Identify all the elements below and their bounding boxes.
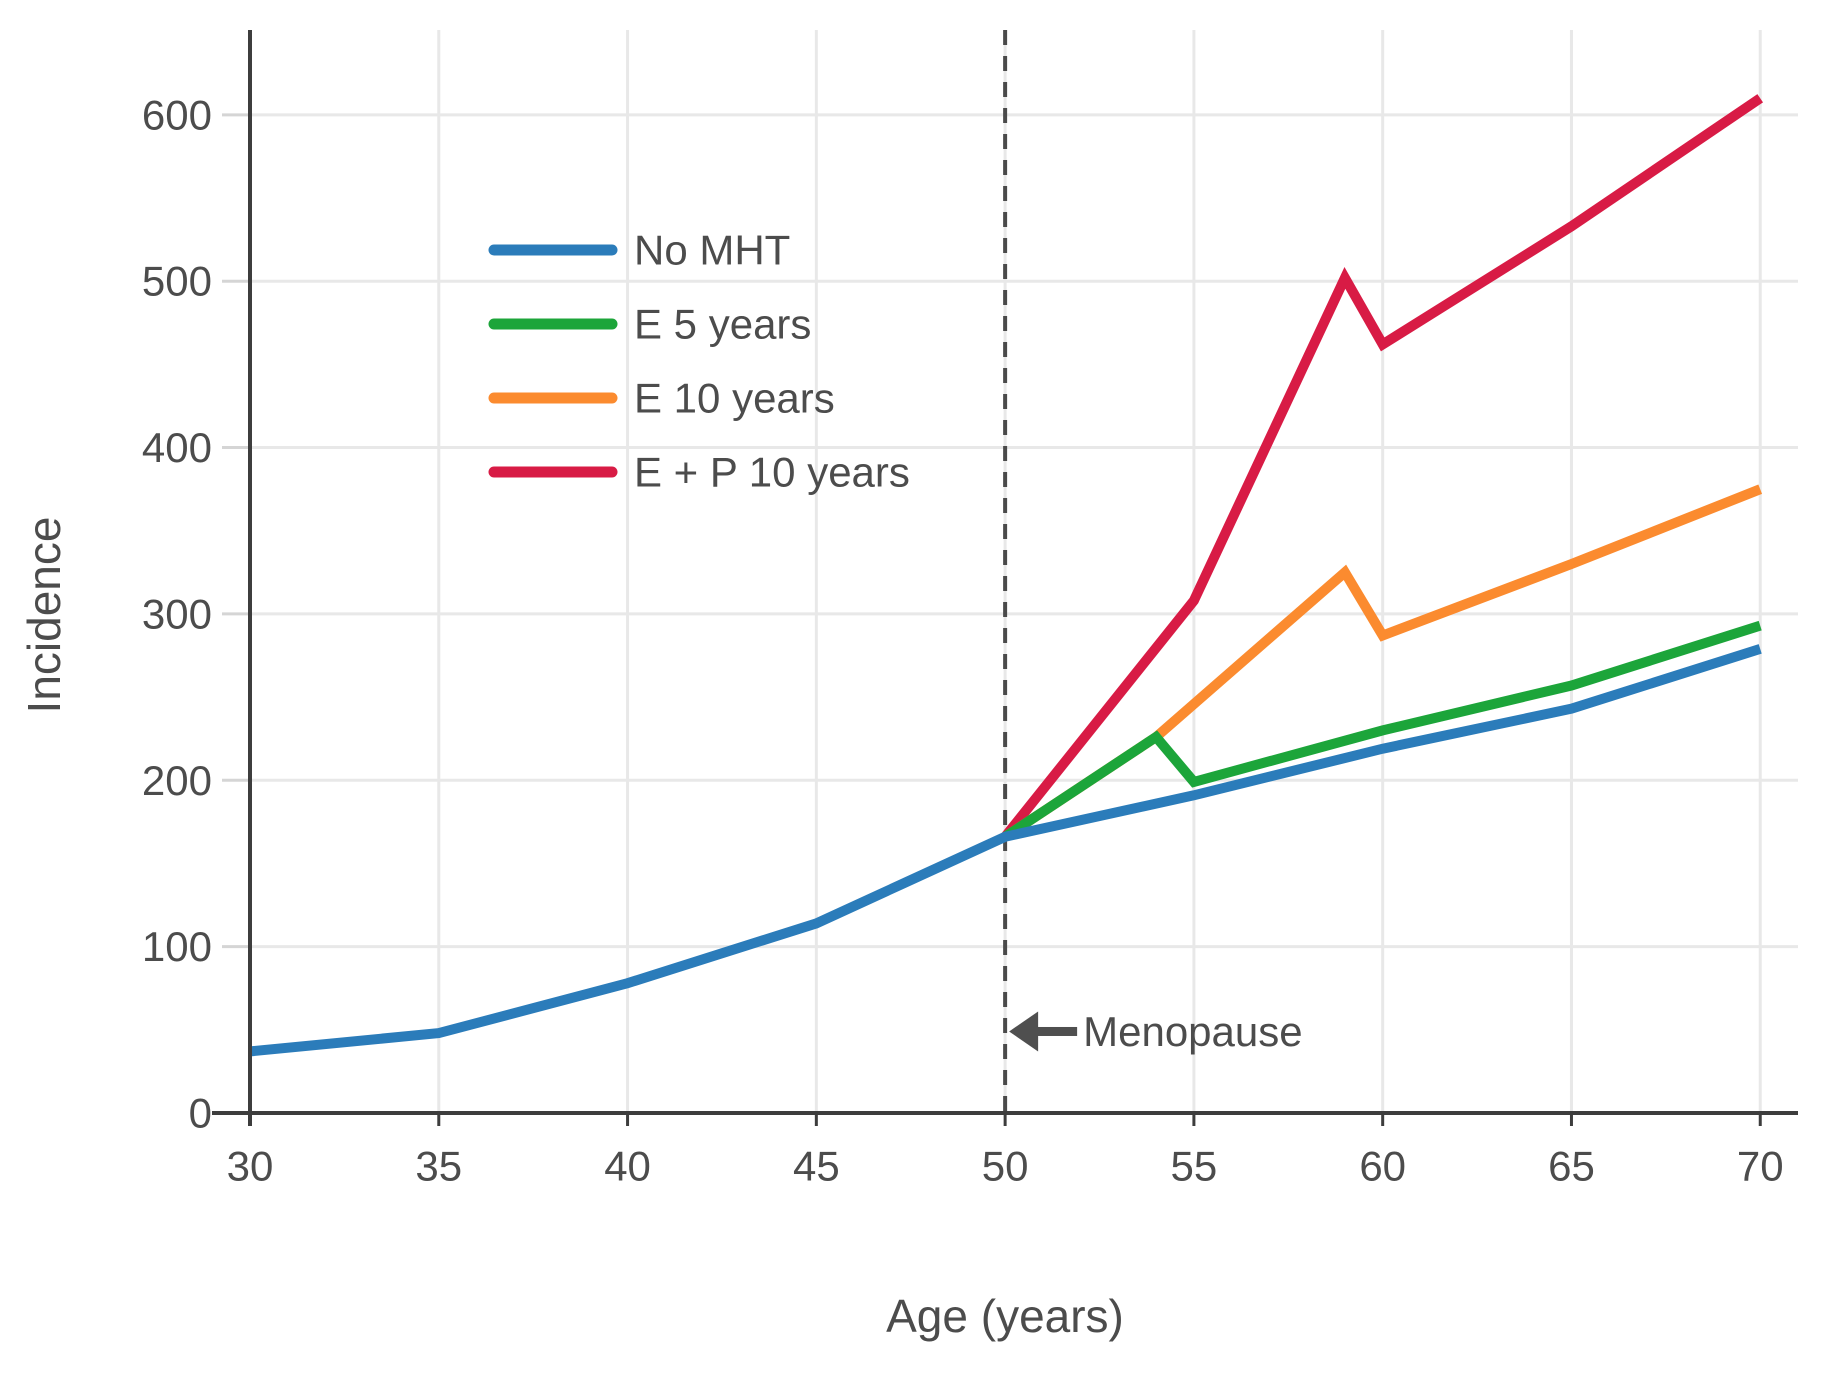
legend-label-e-p-10-years: E + P 10 years bbox=[634, 449, 910, 496]
x-tick-label: 30 bbox=[227, 1142, 274, 1189]
y-tick-label: 300 bbox=[142, 590, 212, 637]
x-tick-label: 60 bbox=[1359, 1142, 1406, 1189]
y-tick-label: 500 bbox=[142, 258, 212, 305]
y-tick-label: 0 bbox=[189, 1090, 212, 1137]
y-axis-title: Incidence bbox=[18, 516, 70, 714]
x-tick-label: 40 bbox=[604, 1142, 651, 1189]
menopause-arrow-icon bbox=[1009, 1011, 1039, 1052]
x-tick-label: 70 bbox=[1737, 1142, 1784, 1189]
legend-label-no-mht: No MHT bbox=[634, 227, 790, 274]
legend-label-e-10-years: E 10 years bbox=[634, 375, 835, 422]
x-tick-label: 45 bbox=[793, 1142, 840, 1189]
x-tick-label: 35 bbox=[415, 1142, 462, 1189]
x-axis-title: Age (years) bbox=[886, 1290, 1124, 1342]
y-tick-label: 100 bbox=[142, 923, 212, 970]
y-tick-label: 200 bbox=[142, 757, 212, 804]
menopause-label: Menopause bbox=[1083, 1008, 1303, 1055]
series-line-e-p-10-years bbox=[1001, 94, 1764, 840]
series-line-no-mht bbox=[249, 644, 1762, 1057]
y-tick-label: 600 bbox=[142, 91, 212, 138]
y-tick-label: 400 bbox=[142, 424, 212, 471]
series-line-e-5-years bbox=[1002, 620, 1762, 841]
menopause-arrow-shaft bbox=[1035, 1026, 1078, 1036]
legend-label-e-5-years: E 5 years bbox=[634, 301, 811, 348]
x-tick-label: 65 bbox=[1548, 1142, 1595, 1189]
x-tick-label: 50 bbox=[982, 1142, 1029, 1189]
x-tick-label: 55 bbox=[1171, 1142, 1218, 1189]
